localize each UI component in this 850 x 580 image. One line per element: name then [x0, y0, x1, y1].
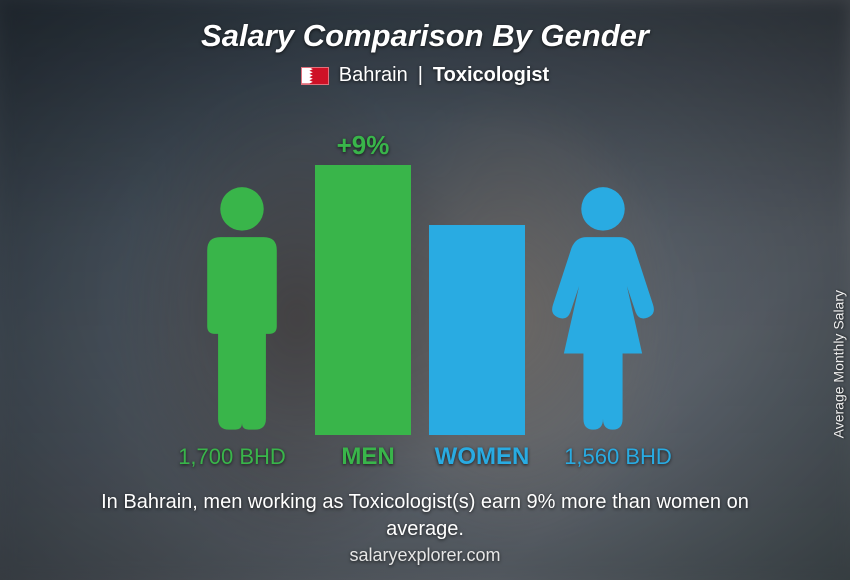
infographic: Salary Comparison By Gender Bahrain | To… — [0, 0, 850, 580]
male-person-icon — [187, 185, 297, 435]
separator: | — [418, 64, 423, 87]
delta-label: +9% — [337, 130, 390, 161]
footer-source: salaryexplorer.com — [349, 545, 500, 566]
y-axis-label: Average Monthly Salary — [830, 290, 846, 438]
job-label: Toxicologist — [433, 64, 549, 87]
subtitle: Bahrain | Toxicologist — [301, 64, 549, 87]
female-salary: 1,560 BHD — [548, 444, 688, 470]
female-figure — [543, 185, 663, 435]
male-figure — [187, 185, 297, 435]
female-bar-column — [429, 225, 525, 435]
female-bar — [429, 225, 525, 435]
country-label: Bahrain — [339, 64, 408, 87]
bahrain-flag-icon — [301, 67, 329, 85]
labels-row: 1,700 BHD MEN WOMEN 1,560 BHD — [75, 443, 775, 471]
female-label: WOMEN — [434, 443, 530, 471]
male-label: MEN — [320, 443, 416, 471]
caption-text: In Bahrain, men working as Toxicologist(… — [65, 489, 785, 543]
male-salary: 1,700 BHD — [162, 444, 302, 470]
page-title: Salary Comparison By Gender — [201, 18, 649, 54]
chart-area: +9% — [75, 105, 775, 435]
female-person-icon — [543, 185, 663, 435]
male-bar — [315, 165, 411, 435]
male-bar-column: +9% — [315, 130, 411, 435]
